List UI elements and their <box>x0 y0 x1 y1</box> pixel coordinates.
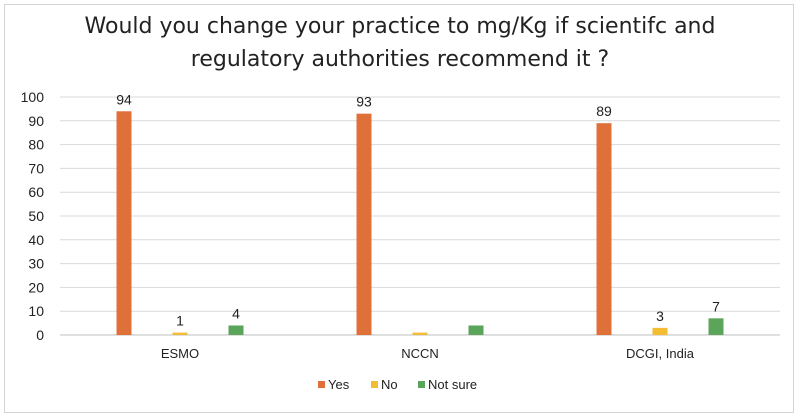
bars <box>116 111 724 336</box>
data-label: 94 <box>116 91 132 107</box>
bar-no <box>412 332 428 335</box>
data-label: 93 <box>356 94 372 110</box>
bar-yes <box>356 113 372 335</box>
data-label: 7 <box>712 298 720 314</box>
bar-no <box>172 332 188 335</box>
data-label: 89 <box>596 103 612 119</box>
bar-not-sure <box>228 325 244 335</box>
bar-no <box>652 327 668 335</box>
x-category-label: ESMO <box>161 346 199 361</box>
bar-not-sure <box>468 325 484 335</box>
y-tick-label: 70 <box>28 160 44 176</box>
legend-label: Not sure <box>428 377 477 392</box>
x-category-label: DCGI, India <box>626 346 695 361</box>
gridlines <box>60 96 780 336</box>
y-tick-label: 20 <box>28 279 44 295</box>
chart-frame <box>4 4 794 413</box>
y-tick-label: 100 <box>21 89 45 105</box>
y-tick-label: 40 <box>28 232 44 248</box>
y-tick-label: 90 <box>28 113 44 129</box>
chart-title-line-1: Would you change your practice to mg/Kg … <box>84 14 716 39</box>
legend-label: Yes <box>328 377 350 392</box>
y-tick-label: 30 <box>28 256 44 272</box>
legend-label: No <box>381 377 398 392</box>
legend-swatch-no <box>371 381 378 388</box>
legend-swatch-not-sure <box>418 381 425 388</box>
bar-yes <box>116 111 132 335</box>
y-tick-label: 10 <box>28 303 44 319</box>
bar-yes <box>596 123 612 336</box>
bar-not-sure <box>708 318 724 335</box>
data-label: 3 <box>656 308 664 324</box>
chart-title: Would you change your practice to mg/Kg … <box>0 10 800 76</box>
x-axis: ESMO NCCN DCGI, India <box>161 346 695 361</box>
y-tick-label: 50 <box>28 208 44 224</box>
y-axis: 0 10 20 30 40 50 60 70 80 90 100 <box>21 89 45 343</box>
chart-title-line-2: regulatory authorities recommend it ? <box>190 47 610 72</box>
y-tick-label: 60 <box>28 184 44 200</box>
legend-swatch-yes <box>318 381 325 388</box>
y-tick-label: 80 <box>28 137 44 153</box>
y-tick-label: 0 <box>36 327 44 343</box>
legend: Yes No Not sure <box>318 377 477 392</box>
x-category-label: NCCN <box>401 346 439 361</box>
data-labels: 94 1 4 93 89 3 7 <box>116 91 720 328</box>
data-label: 4 <box>232 305 240 321</box>
data-label: 1 <box>176 313 184 329</box>
